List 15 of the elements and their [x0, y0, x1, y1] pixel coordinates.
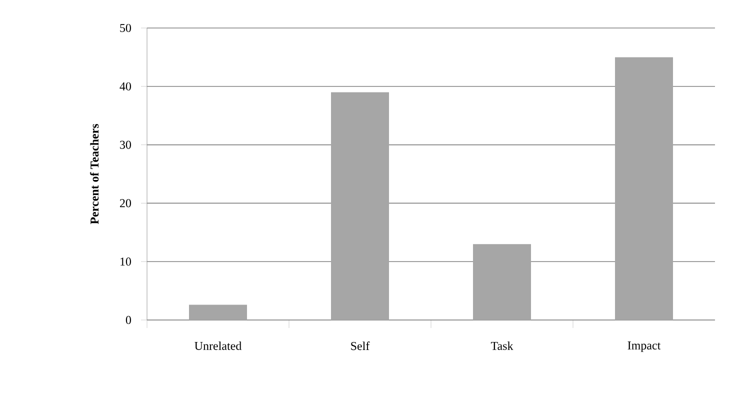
bar: [473, 244, 531, 320]
x-tick-label: Impact: [628, 342, 661, 352]
bar: [189, 304, 248, 320]
bar: [614, 57, 673, 320]
y-tick-label: 0: [126, 316, 132, 324]
x-tick-label: Unrelated: [194, 342, 242, 350]
x-tick-label: Task: [490, 342, 514, 350]
x-tick-label: Self: [351, 342, 370, 350]
y-tick-label: 40: [120, 82, 132, 90]
y-axis-title: Percent of Teachers: [90, 124, 99, 224]
y-tick-label: 30: [120, 140, 132, 149]
y-tick-label: 10: [120, 258, 132, 266]
y-tick-label: 20: [120, 199, 132, 208]
bar: [331, 92, 389, 320]
y-tick-label: 50: [120, 24, 132, 32]
